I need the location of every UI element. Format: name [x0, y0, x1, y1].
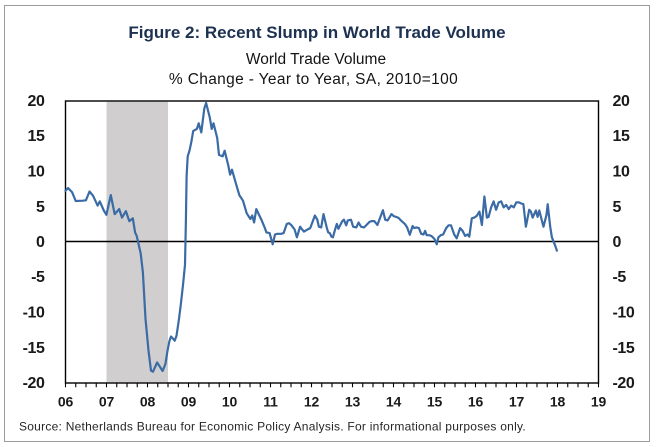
svg-text:-15: -15	[613, 340, 635, 357]
svg-text:10: 10	[613, 164, 630, 181]
svg-text:-5: -5	[31, 269, 45, 286]
svg-text:17: 17	[509, 394, 525, 410]
svg-text:11: 11	[263, 394, 278, 410]
svg-text:-5: -5	[613, 269, 627, 286]
svg-text:12: 12	[304, 394, 320, 410]
svg-text:09: 09	[181, 394, 197, 410]
svg-text:-20: -20	[613, 375, 635, 392]
svg-text:15: 15	[613, 128, 630, 145]
svg-text:10: 10	[28, 164, 45, 181]
svg-text:19: 19	[591, 394, 607, 410]
svg-text:10: 10	[222, 394, 238, 410]
svg-text:Source: Netherlands Bureau for: Source: Netherlands Bureau for Economic …	[19, 420, 526, 434]
svg-text:-10: -10	[613, 305, 635, 322]
svg-text:-15: -15	[23, 340, 45, 357]
svg-text:15: 15	[427, 394, 443, 410]
svg-text:% Change - Year to Year, SA, 2: % Change - Year to Year, SA, 2010=100	[169, 71, 458, 88]
svg-text:13: 13	[345, 394, 361, 410]
svg-text:08: 08	[140, 394, 156, 410]
svg-text:World Trade Volume: World Trade Volume	[246, 51, 386, 68]
svg-text:20: 20	[28, 93, 45, 110]
svg-text:20: 20	[613, 93, 630, 110]
svg-text:0: 0	[36, 234, 45, 251]
svg-text:15: 15	[28, 128, 45, 145]
svg-text:16: 16	[468, 394, 484, 410]
svg-text:06: 06	[58, 394, 74, 410]
svg-text:5: 5	[36, 199, 45, 216]
svg-text:-20: -20	[23, 375, 45, 392]
svg-text:0: 0	[613, 234, 622, 251]
svg-text:18: 18	[550, 394, 566, 410]
svg-text:5: 5	[613, 199, 622, 216]
svg-text:14: 14	[386, 394, 402, 410]
svg-text:07: 07	[99, 394, 115, 410]
svg-text:Figure 2: Recent Slump in Worl: Figure 2: Recent Slump in World Trade Vo…	[128, 23, 505, 42]
svg-text:-10: -10	[23, 305, 45, 322]
